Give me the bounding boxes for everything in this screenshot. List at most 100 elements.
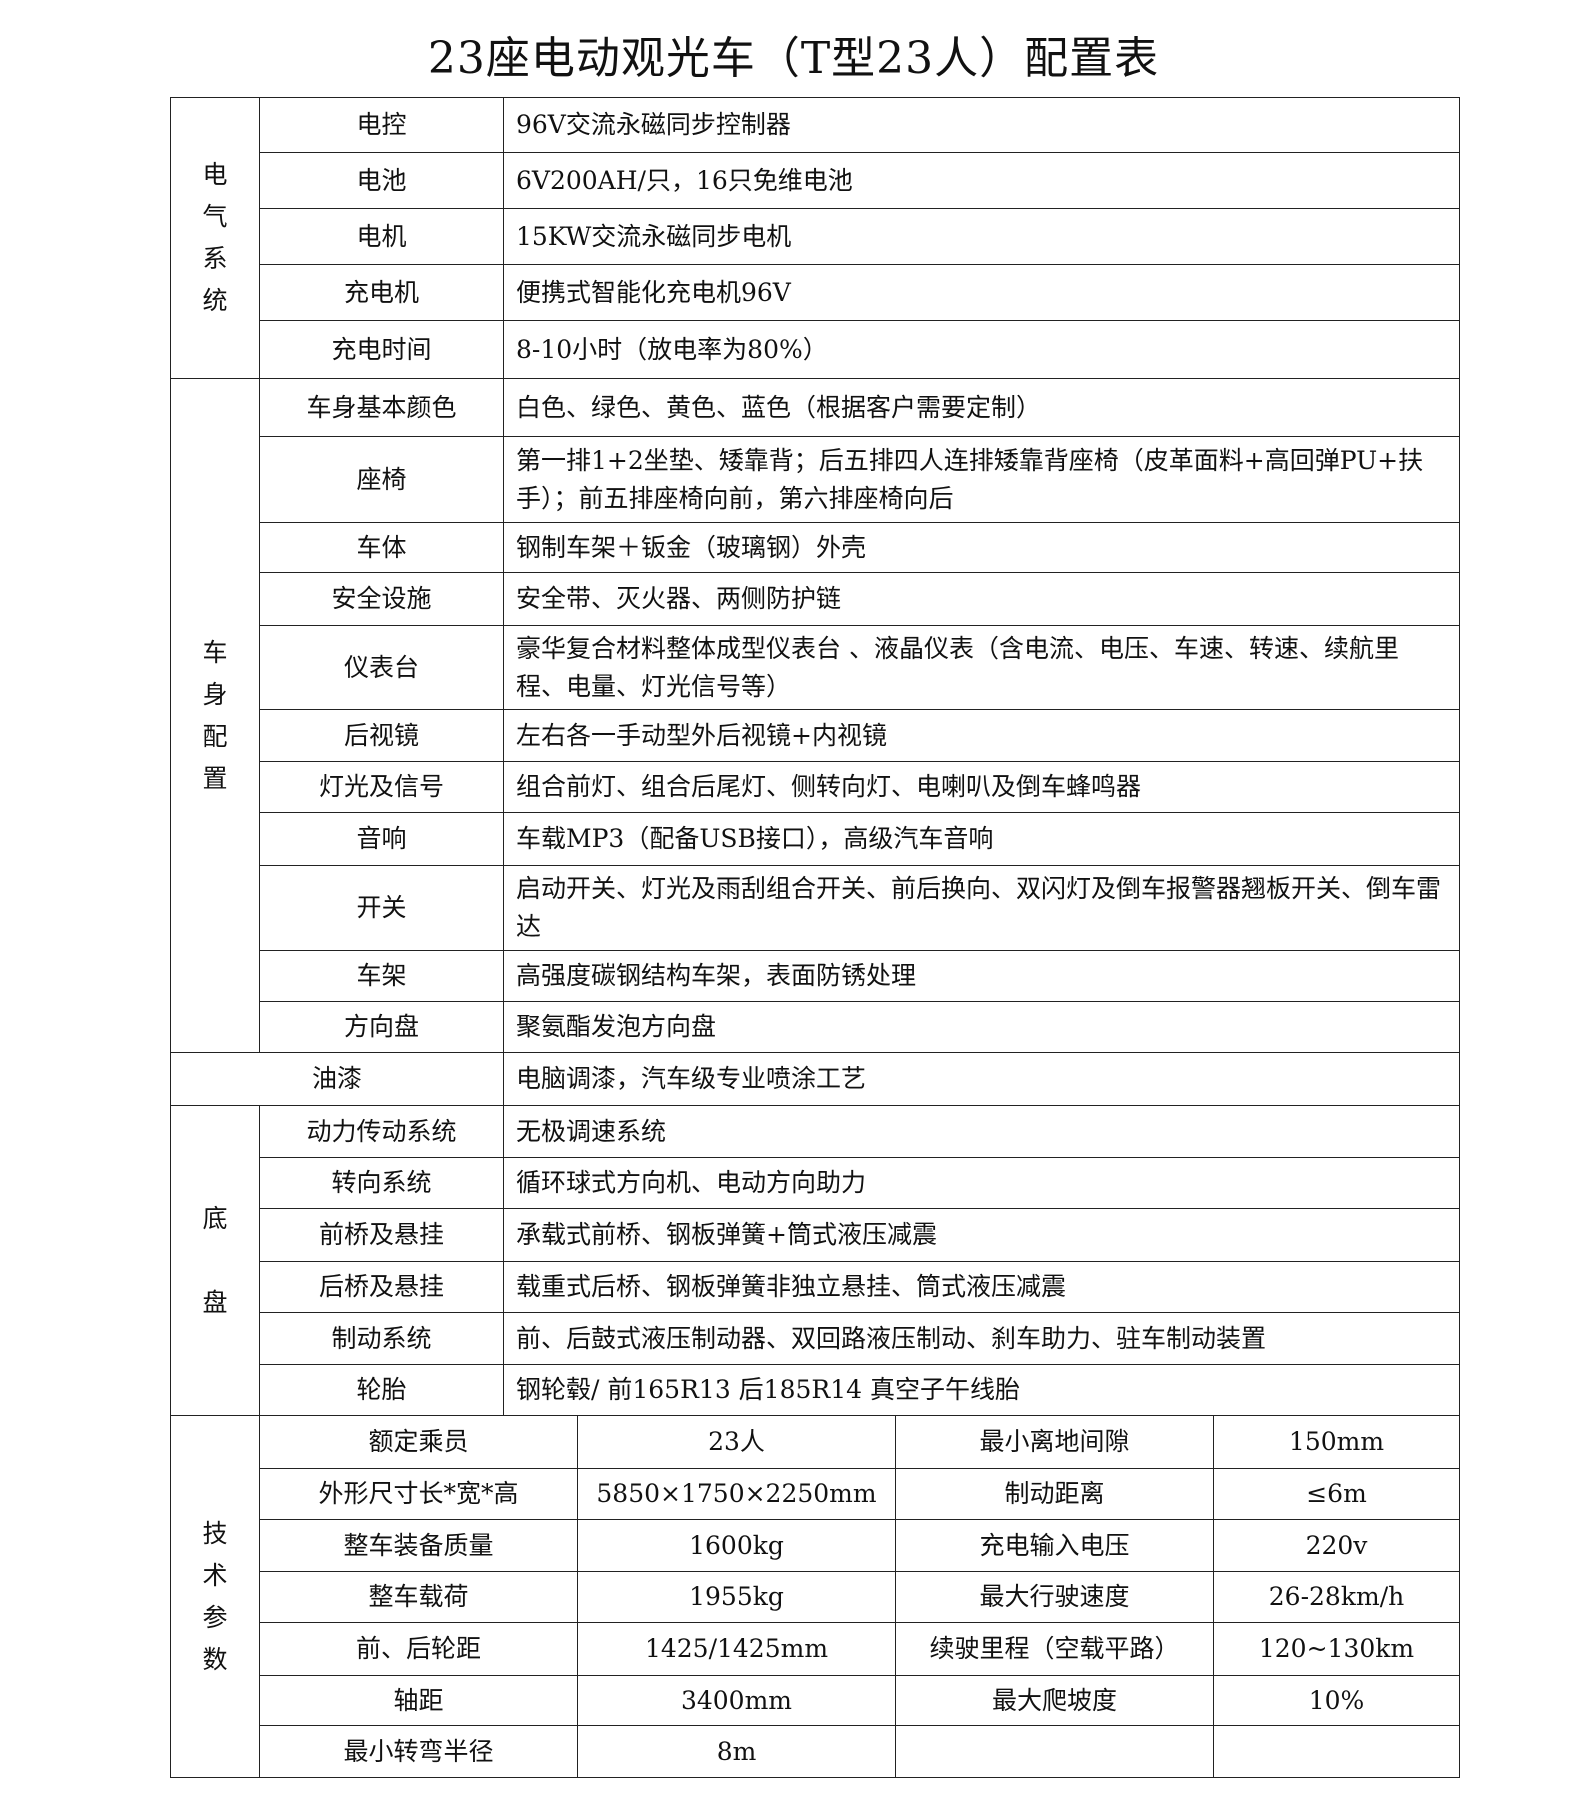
- table-row: 电池 6V200AH/只，16只免维电池: [171, 152, 1460, 209]
- table-row: 电机 15KW交流永磁同步电机: [171, 208, 1460, 265]
- row-value: 96V交流永磁同步控制器: [503, 97, 1460, 153]
- row-value: 6V200AH/只，16只免维电池: [503, 152, 1460, 209]
- section-name-char: 车: [202, 637, 228, 667]
- param-value: 220v: [1213, 1519, 1460, 1572]
- param-value: 5850×1750×2250mm: [577, 1468, 896, 1520]
- table-row: 车架 高强度碳钢结构车架，表面防锈处理: [171, 950, 1460, 1002]
- row-value: 8-10小时（放电率为80%）: [503, 320, 1460, 379]
- section-name-char: 盘: [202, 1287, 228, 1317]
- row-label: 车身基本颜色: [259, 378, 504, 437]
- table-row: 座椅 第一排1+2坐垫、矮靠背；后五排四人连排矮靠背座椅（皮革面料+高回弹PU+扶…: [171, 436, 1460, 523]
- section-name-char: 参: [202, 1602, 228, 1632]
- section-name-char: 电: [202, 160, 228, 189]
- param-value: 26-28km/h: [1213, 1571, 1460, 1623]
- param-value: 10%: [1213, 1675, 1460, 1726]
- row-label: 安全设施: [259, 572, 504, 626]
- section-name-char: 术: [202, 1560, 228, 1590]
- table-row: 方向盘 聚氨酯发泡方向盘: [171, 1001, 1460, 1053]
- config-table: 电气系统电控 96V交流永磁同步控制器 电池 6V200AH/只，16只免维电池 电机 1…: [170, 97, 1460, 1778]
- table-row: 音响 车载MP3（配备USB接口），高级汽车音响: [171, 812, 1460, 866]
- row-label: 灯光及信号: [259, 761, 504, 813]
- tech-row: 外形尺寸长*宽*高 5850×1750×2250mm 制动距离 ≤6m: [171, 1468, 1460, 1520]
- row-label: 电控: [259, 97, 504, 153]
- row-value: 载重式后桥、钢板弹簧非独立悬挂、筒式液压减震: [503, 1261, 1460, 1313]
- row-value: 聚氨酯发泡方向盘: [503, 1001, 1460, 1053]
- table-row: 充电机 便携式智能化充电机96V: [171, 264, 1460, 321]
- tech-row: 最小转弯半径 8m: [171, 1725, 1460, 1778]
- row-label: 开关: [259, 865, 504, 951]
- param-label: 前、后轮距: [259, 1622, 578, 1676]
- table-row: 车身配置车身基本颜色 白色、绿色、黄色、蓝色（根据客户需要定制）: [170, 378, 1460, 1053]
- param-label: 额定乘员: [259, 1415, 578, 1469]
- param-label: 整车载荷: [259, 1571, 578, 1623]
- param-label: 外形尺寸长*宽*高: [259, 1468, 578, 1520]
- section-name-char: 配: [202, 721, 228, 751]
- row-value: 白色、绿色、黄色、蓝色（根据客户需要定制）: [503, 378, 1460, 437]
- param-label: 最大爬坡度: [895, 1675, 1214, 1726]
- tech-row: 技术参数额定乘员 23人 最小离地间隙 150mm: [170, 1415, 1460, 1778]
- table-row: 电气系统电控 96V交流永磁同步控制器: [170, 97, 1460, 379]
- param-label: 制动距离: [895, 1468, 1214, 1520]
- table-row: 轮胎 钢轮毂/ 前165R13 后185R14 真空子午线胎: [171, 1364, 1460, 1416]
- param-label: 整车装备质量: [259, 1519, 578, 1572]
- param-label: 最小转弯半径: [259, 1725, 578, 1778]
- row-value: 车载MP3（配备USB接口），高级汽车音响: [503, 812, 1460, 866]
- row-value: 钢制车架＋钣金（玻璃钢）外壳: [503, 522, 1460, 573]
- row-label: 轮胎: [259, 1364, 504, 1416]
- param-value: ≤6m: [1213, 1468, 1460, 1520]
- table-row: 后桥及悬挂 载重式后桥、钢板弹簧非独立悬挂、筒式液压减震: [171, 1261, 1460, 1313]
- table-row: 底盘动力传动系统 无极调速系统: [170, 1105, 1460, 1416]
- row-value: 第一排1+2坐垫、矮靠背；后五排四人连排矮靠背座椅（皮革面料+高回弹PU+扶手）…: [503, 436, 1460, 523]
- table-row: 灯光及信号 组合前灯、组合后尾灯、侧转向灯、电喇叭及倒车蜂鸣器: [171, 761, 1460, 813]
- row-label: 音响: [259, 812, 504, 866]
- section-name-char: 数: [202, 1644, 228, 1674]
- table-row: 油漆 电脑调漆，汽车级专业喷涂工艺: [170, 1052, 1460, 1106]
- table-row: 车体 钢制车架＋钣金（玻璃钢）外壳: [171, 522, 1460, 573]
- section-name-char: 技: [202, 1518, 228, 1548]
- table-row: 仪表台 豪华复合材料整体成型仪表台 、液晶仪表（含电流、电压、车速、转速、续航里程…: [171, 625, 1460, 710]
- row-label: 方向盘: [259, 1001, 504, 1053]
- row-label: 座椅: [259, 436, 504, 523]
- row-label: 电池: [259, 152, 504, 209]
- table-row: 安全设施 安全带、灭火器、两侧防护链: [171, 572, 1460, 626]
- row-label: 制动系统: [259, 1312, 504, 1365]
- section-name-char: 气: [202, 202, 228, 231]
- param-label: 最大行驶速度: [895, 1571, 1214, 1623]
- table-row: 转向系统 循环球式方向机、电动方向助力: [171, 1157, 1460, 1209]
- row-label: 车体: [259, 522, 504, 573]
- table-row: 充电时间 8-10小时（放电率为80%）: [171, 320, 1460, 379]
- row-label: 后桥及悬挂: [259, 1261, 504, 1313]
- row-label: 充电时间: [259, 320, 504, 379]
- tech-row: 整车装备质量 1600kg 充电输入电压 220v: [171, 1519, 1460, 1572]
- row-value: 钢轮毂/ 前165R13 后185R14 真空子午线胎: [503, 1364, 1460, 1416]
- section-name-char: 系: [202, 244, 228, 273]
- row-label: 仪表台: [259, 625, 504, 710]
- row-value: 安全带、灭火器、两侧防护链: [503, 572, 1460, 626]
- param-value: [1213, 1725, 1460, 1778]
- row-label: 转向系统: [259, 1157, 504, 1209]
- row-value: 启动开关、灯光及雨刮组合开关、前后换向、双闪灯及倒车报警器翘板开关、倒车雷达: [503, 865, 1460, 951]
- param-label: 续驶里程（空载平路）: [895, 1622, 1214, 1676]
- section-name: 底盘: [170, 1105, 260, 1416]
- table-row: 前桥及悬挂 承载式前桥、钢板弹簧+筒式液压减震: [171, 1208, 1460, 1262]
- row-label: 动力传动系统: [259, 1105, 504, 1158]
- row-label: 前桥及悬挂: [259, 1208, 504, 1262]
- section-name: 电气系统: [170, 97, 260, 379]
- param-label: [895, 1725, 1214, 1778]
- param-value: 1600kg: [577, 1519, 896, 1572]
- row-value: 电脑调漆，汽车级专业喷涂工艺: [503, 1052, 1460, 1106]
- table-row: 制动系统 前、后鼓式液压制动器、双回路液压制动、刹车助力、驻车制动装置: [171, 1312, 1460, 1365]
- section-name-char: 底: [202, 1203, 228, 1233]
- row-value: 组合前灯、组合后尾灯、侧转向灯、电喇叭及倒车蜂鸣器: [503, 761, 1460, 813]
- row-value: 无极调速系统: [503, 1105, 1460, 1158]
- row-value: 高强度碳钢结构车架，表面防锈处理: [503, 950, 1460, 1002]
- row-label: 充电机: [259, 264, 504, 321]
- row-value: 便携式智能化充电机96V: [503, 264, 1460, 321]
- row-value: 左右各一手动型外后视镜+内视镜: [503, 709, 1460, 762]
- page-title: 23座电动观光车（T型23人）配置表: [427, 33, 1160, 84]
- row-value: 循环球式方向机、电动方向助力: [503, 1157, 1460, 1209]
- table-row: 后视镜 左右各一手动型外后视镜+内视镜: [171, 709, 1460, 762]
- row-label: 电机: [259, 208, 504, 265]
- tech-row: 整车载荷 1955kg 最大行驶速度 26-28km/h: [171, 1571, 1460, 1623]
- param-value: 1955kg: [577, 1571, 896, 1623]
